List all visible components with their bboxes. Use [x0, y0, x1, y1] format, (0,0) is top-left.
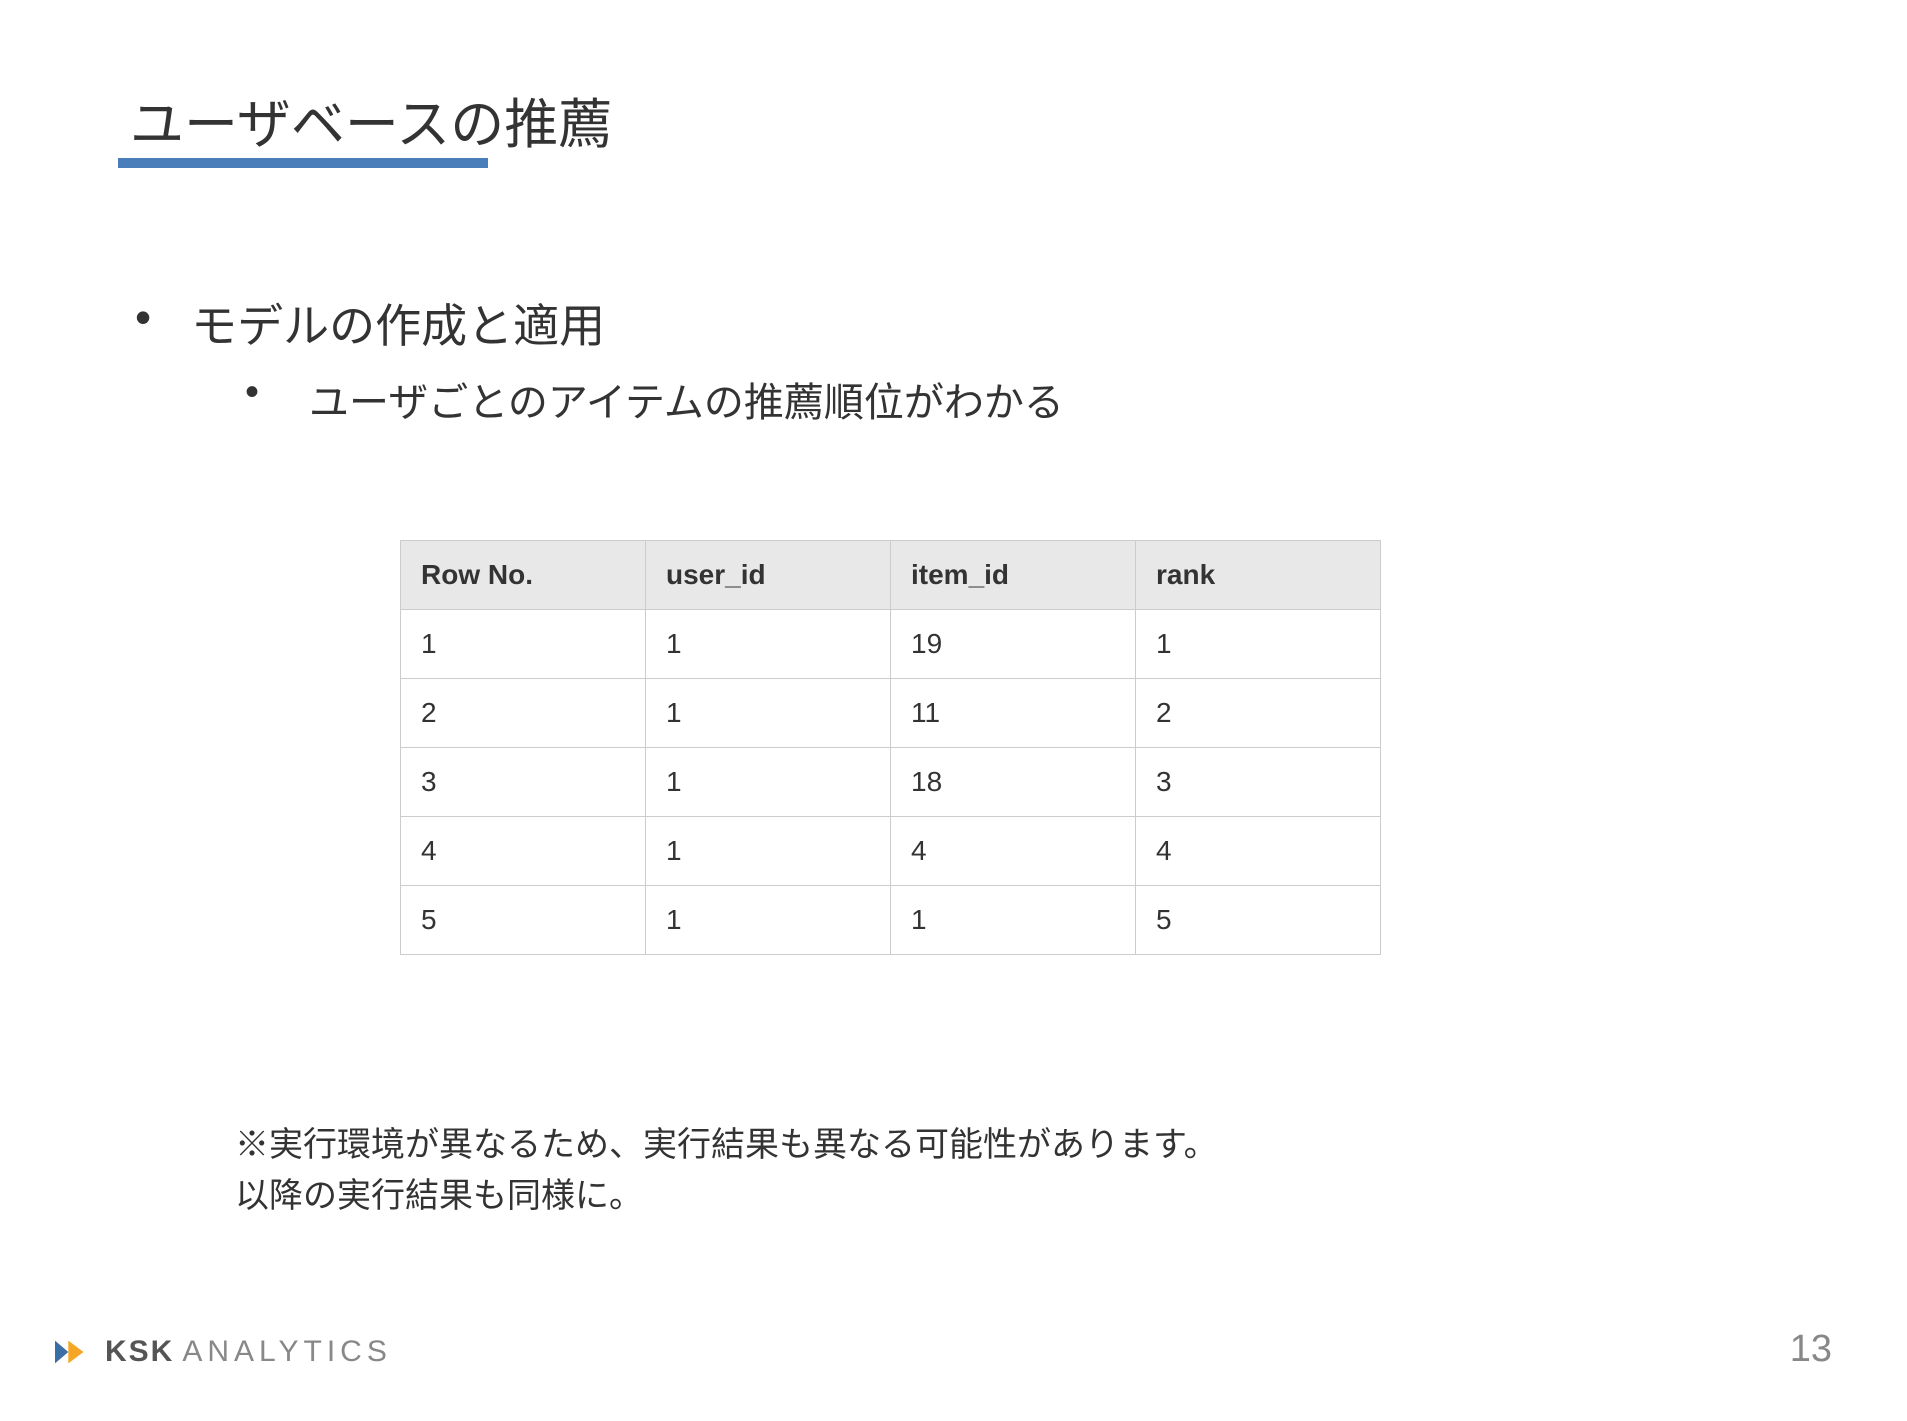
cell: 4 — [401, 817, 646, 886]
col-row-no: Row No. — [401, 541, 646, 610]
cell: 3 — [401, 748, 646, 817]
cell: 5 — [1136, 886, 1381, 955]
table-row: 5 1 1 5 — [401, 886, 1381, 955]
ksk-logo-icon — [55, 1333, 93, 1371]
cell: 1 — [646, 817, 891, 886]
cell: 1 — [646, 610, 891, 679]
cell: 5 — [401, 886, 646, 955]
bullet-dot: • — [245, 370, 259, 415]
footer-logo: KSK ANALYTICS — [55, 1333, 392, 1371]
table-row: 4 1 4 4 — [401, 817, 1381, 886]
slide-title: ユーザベースの推薦 — [130, 80, 612, 159]
cell: 3 — [1136, 748, 1381, 817]
bullet-dot: • — [135, 290, 151, 344]
col-rank: rank — [1136, 541, 1381, 610]
page-number: 13 — [1790, 1328, 1832, 1371]
col-item-id: item_id — [891, 541, 1136, 610]
logo-brand-bold: KSK — [105, 1335, 174, 1369]
bullet-level-2: • ユーザごとのアイテムの推薦順位がわかる — [245, 370, 1064, 428]
note-text: ※実行環境が異なるため、実行結果も異なる可能性があります。 以降の実行結果も同様… — [235, 1120, 1218, 1222]
cell: 18 — [891, 748, 1136, 817]
cell: 1 — [891, 886, 1136, 955]
note-line-2: 以降の実行結果も同様に。 — [235, 1171, 1218, 1222]
cell: 19 — [891, 610, 1136, 679]
note-line-1: ※実行環境が異なるため、実行結果も異なる可能性があります。 — [235, 1120, 1218, 1171]
recommendation-table: Row No. user_id item_id rank 1 1 19 1 2 … — [400, 540, 1381, 955]
cell: 1 — [646, 886, 891, 955]
table-row: 1 1 19 1 — [401, 610, 1381, 679]
cell: 4 — [891, 817, 1136, 886]
cell: 1 — [1136, 610, 1381, 679]
col-user-id: user_id — [646, 541, 891, 610]
bullet-1-text: モデルの作成と適用 — [191, 290, 605, 356]
table-row: 2 1 11 2 — [401, 679, 1381, 748]
table-header-row: Row No. user_id item_id rank — [401, 541, 1381, 610]
cell: 4 — [1136, 817, 1381, 886]
cell: 1 — [401, 610, 646, 679]
cell: 2 — [1136, 679, 1381, 748]
title-underline — [118, 158, 488, 168]
cell: 1 — [646, 679, 891, 748]
cell: 1 — [646, 748, 891, 817]
cell: 2 — [401, 679, 646, 748]
bullet-level-1: • モデルの作成と適用 — [135, 290, 605, 356]
cell: 11 — [891, 679, 1136, 748]
logo-brand-light: ANALYTICS — [182, 1335, 392, 1369]
table-row: 3 1 18 3 — [401, 748, 1381, 817]
bullet-2-text: ユーザごとのアイテムの推薦順位がわかる — [309, 370, 1064, 428]
